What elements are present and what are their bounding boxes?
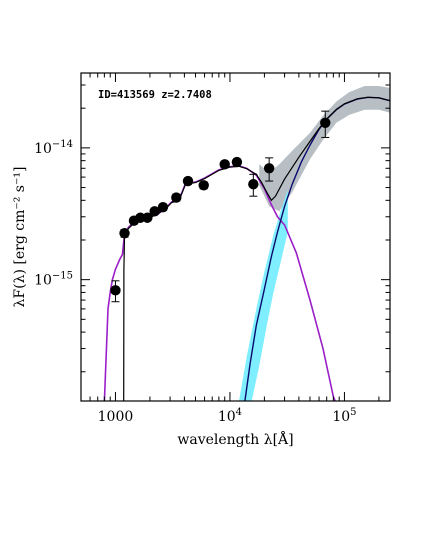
data-point (182, 175, 194, 187)
data-point (119, 228, 130, 239)
stellar-model-line (103, 165, 336, 401)
y-axis-title: λF(λ) [erg cm⁻² s⁻¹] (12, 167, 28, 308)
uncertainty-bands (239, 86, 390, 401)
data-point (320, 117, 331, 128)
total-model-uncertainty-band (259, 86, 390, 212)
axis-ticks: 1000 104 105 10−15 10−14 (34, 73, 390, 425)
data-point (157, 201, 169, 213)
data-point (110, 285, 121, 296)
data-point (149, 206, 160, 217)
x-tick-label: 105 (332, 407, 356, 425)
object-annotation: ID=413569 z=2.7408 (98, 89, 212, 101)
data-point (248, 179, 259, 190)
data-point (198, 180, 209, 191)
plot-frame (80, 72, 391, 402)
x-tick-label: 104 (218, 407, 242, 425)
y-tick-label: 10−14 (34, 139, 73, 157)
data-point (219, 159, 230, 170)
data-points (110, 110, 331, 303)
data-point (171, 192, 182, 203)
x-tick-label: 1000 (98, 409, 134, 425)
data-point (142, 212, 153, 223)
data-point (231, 156, 243, 168)
x-axis-title: wavelength λ[Å] (177, 430, 293, 448)
y-tick-label: 10−15 (34, 271, 73, 289)
data-point (263, 163, 275, 174)
